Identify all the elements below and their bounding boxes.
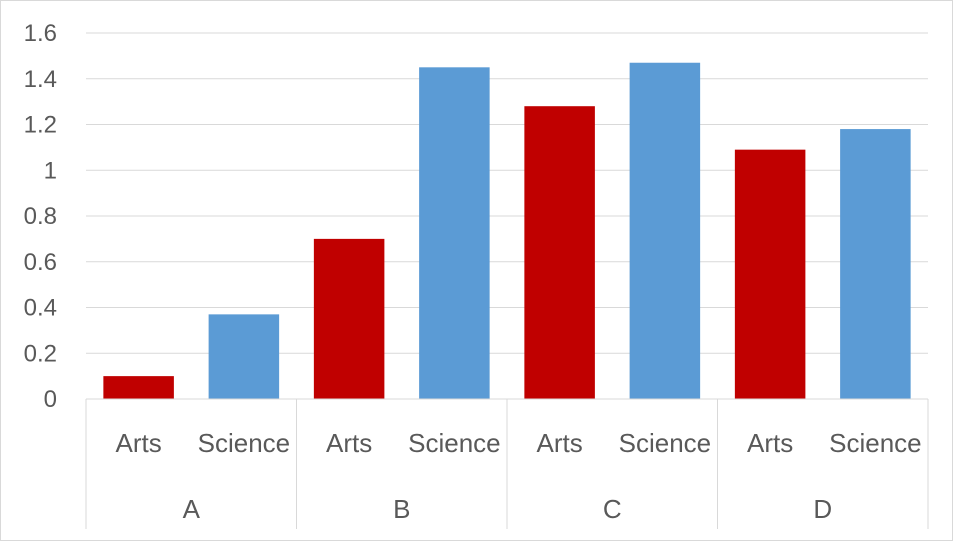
bar-d-science	[840, 129, 911, 399]
y-tick-label: 1.4	[24, 66, 57, 93]
gridlines	[86, 32, 928, 354]
x-category-label: Arts	[326, 428, 372, 458]
x-category-label: Science	[198, 428, 291, 458]
y-tick-label: 1	[44, 157, 57, 184]
x-category-label: Science	[829, 428, 922, 458]
bars	[103, 62, 911, 400]
y-axis-ticks: 0 0.2 0.4 0.6 0.8 1 1.2 1.4 1.6	[24, 20, 57, 413]
y-tick-label: 0	[44, 386, 57, 413]
x-group-label: C	[603, 494, 622, 524]
x-group-label: D	[813, 494, 832, 524]
bar-b-arts	[313, 238, 385, 399]
bar-d-arts	[734, 149, 806, 399]
bar-a-arts	[103, 376, 174, 399]
y-tick-label: 0.6	[24, 249, 57, 276]
y-tick-label: 0.4	[24, 295, 57, 322]
bar-c-arts	[524, 106, 595, 399]
bar-a-science	[208, 314, 280, 399]
y-tick-label: 1.6	[24, 20, 57, 47]
x-axis: Arts Science A Arts Science B Arts Science C Arts…	[85, 398, 929, 529]
bar-b-science	[419, 67, 490, 399]
y-tick-label: 1.2	[24, 112, 57, 139]
x-group-label: A	[183, 494, 201, 524]
x-category-label: Arts	[116, 428, 162, 458]
y-tick-label: 0.2	[24, 340, 57, 367]
x-category-label: Science	[408, 428, 501, 458]
x-category-label: Arts	[537, 428, 583, 458]
x-category-label: Arts	[747, 428, 793, 458]
x-group-label: B	[393, 494, 410, 524]
y-tick-label: 0.8	[24, 203, 57, 230]
bar-c-science	[629, 62, 701, 400]
x-category-label: Science	[619, 428, 712, 458]
